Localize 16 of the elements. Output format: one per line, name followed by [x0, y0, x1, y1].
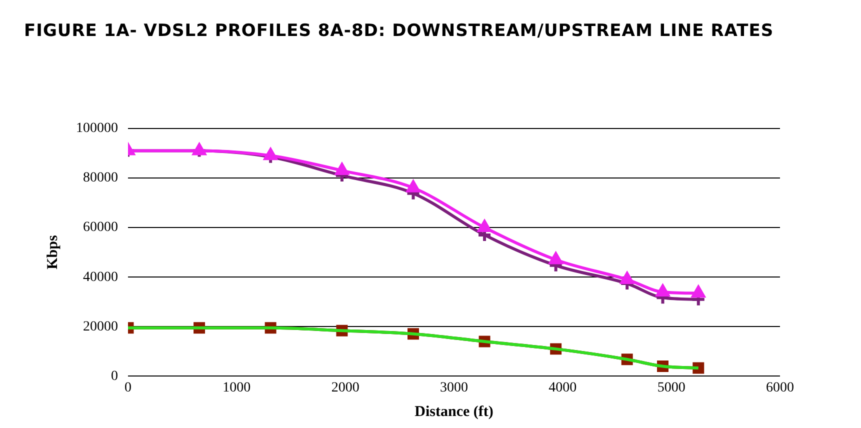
- x-tick-label: 5000: [657, 380, 686, 396]
- y-tick-label: 60000: [83, 220, 118, 236]
- x-tick-label: 2000: [331, 380, 360, 396]
- x-tick-label: 3000: [440, 380, 468, 396]
- x-tick-label: 0: [124, 380, 132, 396]
- y-axis-title: Kbps: [44, 235, 61, 270]
- y-tick-label: 0: [111, 368, 118, 384]
- chart-title: FIGURE 1A- VDSL2 PROFILES 8A-8D: DOWNSTREAM/UPSTREAM LINE RATES: [24, 20, 775, 42]
- y-tick-label: 40000: [83, 270, 118, 285]
- x-tick-label: 6000: [766, 380, 794, 396]
- x-tick-label: 4000: [548, 380, 577, 396]
- y-tick-label: 20000: [83, 319, 118, 334]
- y-tick-label: 100000: [76, 121, 118, 136]
- x-axis-title: Distance (ft): [414, 404, 494, 420]
- x-tick-label: 1000: [222, 380, 251, 396]
- y-tick-label: 80000: [83, 170, 118, 186]
